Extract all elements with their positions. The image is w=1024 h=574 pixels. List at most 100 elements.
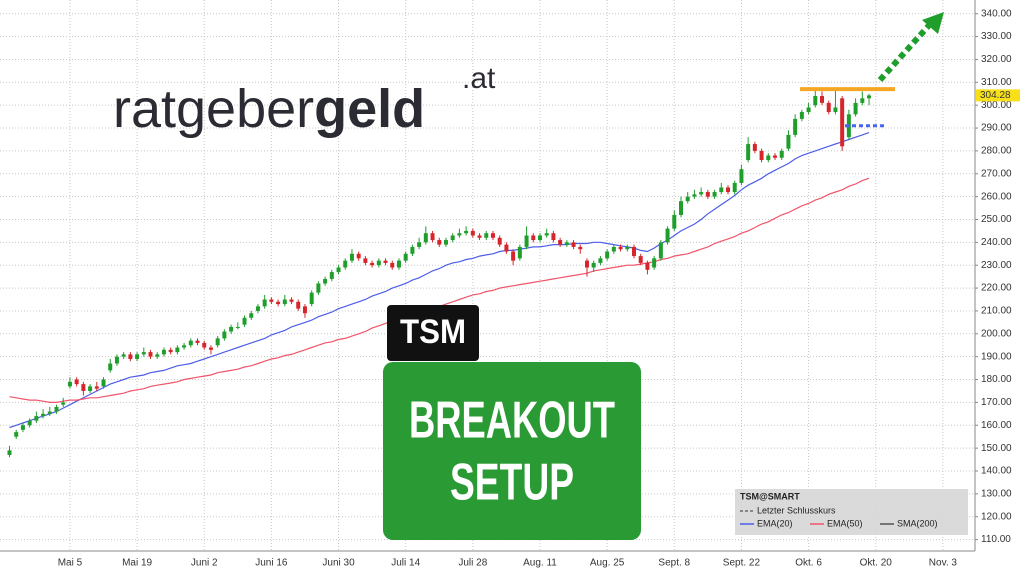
badge-box bbox=[387, 305, 479, 361]
x-tick-label: Mai 5 bbox=[58, 558, 83, 569]
candle-body bbox=[155, 354, 160, 357]
candle-body bbox=[14, 432, 19, 437]
candle-body bbox=[840, 98, 845, 147]
candle-body bbox=[470, 230, 475, 236]
candle-body bbox=[282, 299, 287, 305]
candle-body bbox=[759, 150, 764, 161]
candle-body bbox=[302, 306, 307, 314]
candle-body bbox=[746, 144, 751, 161]
candle-body bbox=[571, 242, 576, 247]
candle-body bbox=[766, 155, 771, 161]
candle-body bbox=[645, 262, 650, 270]
price-tag-label: 304.28 bbox=[980, 90, 1011, 101]
candle-body bbox=[752, 144, 757, 151]
candle-body bbox=[490, 233, 495, 238]
candle-body bbox=[773, 155, 778, 158]
candle-body bbox=[658, 242, 663, 259]
legend-label: EMA(50) bbox=[827, 518, 863, 528]
x-tick-label: Juli 28 bbox=[458, 558, 487, 569]
y-tick-label: 120.00 bbox=[981, 511, 1012, 522]
candle-body bbox=[235, 326, 240, 328]
candle-body bbox=[34, 416, 39, 421]
candle-body bbox=[27, 420, 32, 426]
candle-body bbox=[524, 235, 529, 247]
candle-body bbox=[484, 233, 489, 238]
x-tick-label: Sept. 22 bbox=[723, 558, 761, 569]
candle-body bbox=[504, 244, 509, 252]
candle-body bbox=[799, 112, 804, 119]
candle-body bbox=[329, 272, 334, 279]
headline-box bbox=[383, 362, 641, 540]
y-tick-label: 270.00 bbox=[981, 168, 1012, 179]
legend-row: EMA(20) EMA(50) SMA(200) bbox=[740, 518, 938, 528]
candle-body bbox=[168, 349, 173, 353]
candle-body bbox=[222, 331, 227, 339]
candle-body bbox=[578, 246, 583, 250]
candle-body bbox=[390, 262, 395, 268]
x-tick-label: Juni 30 bbox=[322, 558, 355, 569]
y-tick-label: 240.00 bbox=[981, 237, 1012, 248]
arrow-head bbox=[922, 12, 944, 34]
y-tick-label: 310.00 bbox=[981, 77, 1012, 88]
candle-body bbox=[793, 118, 798, 135]
candle-body bbox=[343, 260, 348, 268]
y-tick-label: 220.00 bbox=[981, 283, 1012, 294]
x-tick-label: Aug. 25 bbox=[590, 558, 625, 569]
logo: ratgebergeld bbox=[113, 79, 425, 139]
candle-body bbox=[457, 233, 462, 236]
legend: TSM@SMART Letzter Schlusskurs EMA(20) EMA… bbox=[735, 489, 968, 535]
candle-body bbox=[323, 278, 328, 284]
candle-body bbox=[7, 450, 12, 455]
candle-body bbox=[41, 413, 46, 417]
candle-body bbox=[699, 192, 704, 195]
headline-line: BREAKOUT bbox=[409, 392, 615, 450]
legend-title: TSM@SMART bbox=[740, 491, 800, 501]
candle-body bbox=[161, 349, 166, 355]
candle-body bbox=[20, 425, 25, 430]
x-tick-label: Nov. 3 bbox=[929, 558, 958, 569]
candle-body bbox=[672, 214, 677, 229]
candle-body bbox=[195, 340, 200, 343]
candle-body bbox=[443, 240, 448, 245]
y-tick-label: 190.00 bbox=[981, 351, 1012, 362]
plot bbox=[7, 87, 895, 458]
candle-body bbox=[175, 347, 180, 353]
y-tick-label: 250.00 bbox=[981, 214, 1012, 225]
legend-box bbox=[735, 489, 968, 535]
y-tick-label: 210.00 bbox=[981, 306, 1012, 317]
candle-body bbox=[148, 352, 153, 357]
candle-body bbox=[860, 98, 865, 103]
y-tick-label: 200.00 bbox=[981, 328, 1012, 339]
candle-body bbox=[81, 384, 86, 391]
candle-body bbox=[88, 386, 93, 391]
candle-body bbox=[726, 187, 731, 193]
candle-body bbox=[537, 235, 542, 241]
candle-body bbox=[712, 192, 717, 197]
y-tick-label: 180.00 bbox=[981, 374, 1012, 385]
candle-body bbox=[679, 201, 683, 215]
candle-body bbox=[611, 246, 616, 252]
candle-body bbox=[121, 354, 126, 357]
candle-body bbox=[544, 233, 549, 236]
candle-body bbox=[262, 299, 267, 307]
y-tick-label: 330.00 bbox=[981, 31, 1012, 42]
candle-body bbox=[631, 246, 636, 257]
candle-body bbox=[376, 260, 381, 266]
logo-suffix: .at bbox=[462, 62, 496, 95]
candle-body bbox=[625, 246, 630, 250]
candle-body bbox=[564, 242, 569, 245]
candle-body bbox=[497, 237, 502, 245]
candle-body bbox=[551, 233, 556, 241]
candle-body bbox=[370, 262, 375, 266]
y-tick-label: 230.00 bbox=[981, 260, 1012, 271]
candle-body bbox=[705, 192, 710, 197]
candle-body bbox=[67, 381, 72, 387]
badge-text: TSM bbox=[400, 313, 466, 351]
candle-body bbox=[605, 251, 610, 259]
candle-body bbox=[739, 169, 744, 183]
candle-body bbox=[215, 338, 220, 346]
candle-body bbox=[202, 342, 207, 348]
candle-body bbox=[779, 150, 784, 158]
candle-body bbox=[276, 301, 281, 305]
